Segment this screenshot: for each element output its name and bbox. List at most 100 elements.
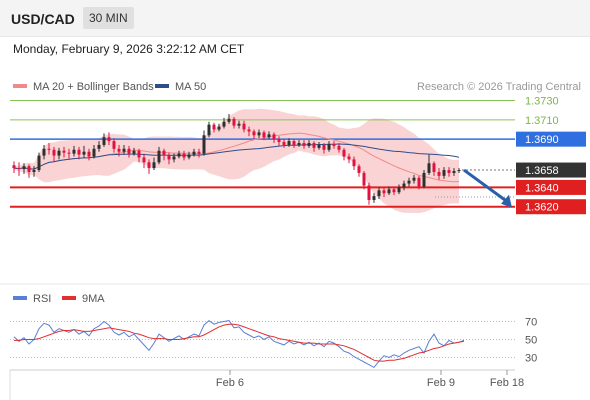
rsi-line — [13, 319, 465, 369]
candle-body — [332, 143, 336, 146]
candle-body — [227, 118, 231, 122]
candle — [402, 180, 406, 191]
candle — [127, 145, 131, 158]
candle — [357, 164, 361, 177]
candle — [137, 148, 141, 163]
candle — [212, 122, 216, 133]
candle-body — [352, 159, 356, 167]
candle-body — [87, 151, 91, 157]
candle — [307, 140, 311, 148]
candle — [207, 121, 211, 138]
candle-body — [207, 124, 211, 136]
candle-body — [42, 148, 46, 156]
candle — [82, 145, 86, 158]
candle-body — [372, 196, 376, 200]
candle-body — [387, 189, 391, 194]
price-label-text: 1.3710 — [525, 115, 559, 127]
candle — [62, 146, 66, 158]
candle — [367, 182, 371, 205]
candle — [107, 132, 111, 145]
candle-body — [77, 149, 81, 155]
candle-body — [17, 168, 21, 170]
candle — [237, 120, 241, 129]
candle-body — [62, 150, 66, 153]
candle — [197, 148, 201, 158]
candle — [247, 126, 251, 137]
header-bar: USD/CAD 30 MIN — [0, 0, 590, 37]
candle-body — [202, 135, 206, 154]
candle — [87, 148, 91, 161]
candle-body — [57, 150, 61, 156]
timeframe-badge[interactable]: 30 MIN — [83, 7, 134, 29]
candle-body — [167, 155, 171, 160]
candle — [302, 140, 306, 149]
candle — [312, 141, 316, 152]
candle-body — [212, 124, 216, 130]
candle — [172, 153, 176, 163]
ma50-line — [13, 143, 460, 170]
candle-body — [102, 137, 106, 145]
candle — [432, 161, 436, 176]
candle-body — [132, 150, 136, 154]
candle — [422, 170, 426, 189]
forecast-arrow-head — [501, 194, 512, 208]
candle — [412, 174, 416, 184]
candle — [37, 152, 41, 172]
candle — [202, 130, 206, 156]
price-label: 1.3710 — [525, 115, 559, 127]
price-label-text: 1.3690 — [525, 134, 559, 146]
rsi-ma-line — [14, 323, 465, 362]
candle — [117, 144, 121, 157]
candle-body — [222, 121, 226, 127]
candle-body — [442, 170, 446, 176]
candle — [382, 187, 386, 198]
candle — [147, 159, 151, 174]
candle-body — [92, 148, 96, 157]
candle — [142, 153, 146, 169]
candle — [102, 133, 106, 147]
candle — [327, 141, 331, 152]
candle-body — [107, 137, 111, 142]
candle-body — [447, 170, 451, 173]
candle-body — [252, 131, 256, 136]
candle-body — [382, 190, 386, 194]
price-label-box — [516, 199, 586, 215]
candle-body — [422, 172, 426, 187]
candle — [57, 147, 61, 160]
candle-body — [147, 162, 151, 169]
candle — [322, 143, 326, 154]
candle-body — [152, 162, 156, 169]
candle — [332, 141, 336, 149]
candle — [167, 152, 171, 165]
candle-body — [262, 132, 266, 138]
price-label-box — [516, 162, 586, 178]
rsi-tick-label: 70 — [525, 317, 537, 329]
candle-body — [292, 141, 296, 145]
candle — [177, 150, 181, 159]
candle — [152, 157, 156, 171]
forecast-arrow — [463, 168, 507, 202]
candle — [457, 168, 461, 173]
candle — [27, 164, 31, 178]
candle-body — [287, 141, 291, 145]
candle-body — [112, 141, 116, 149]
candle-body — [237, 123, 241, 126]
candle-body — [157, 150, 161, 163]
candle-body — [322, 144, 326, 150]
candle — [32, 166, 36, 177]
candle-body — [327, 143, 331, 150]
price-label: 1.3620 — [516, 199, 586, 215]
candle — [242, 120, 246, 133]
price-label-text: 1.3658 — [525, 165, 559, 177]
price-label: 1.3730 — [525, 96, 559, 108]
candle — [292, 139, 296, 148]
candle — [182, 150, 186, 161]
candle-body — [97, 144, 101, 149]
candle — [272, 132, 276, 144]
candle-body — [412, 177, 416, 181]
candle-body — [187, 154, 191, 158]
candle-body — [277, 139, 281, 143]
candle — [397, 184, 401, 195]
candle — [277, 136, 281, 146]
candle — [192, 148, 196, 157]
